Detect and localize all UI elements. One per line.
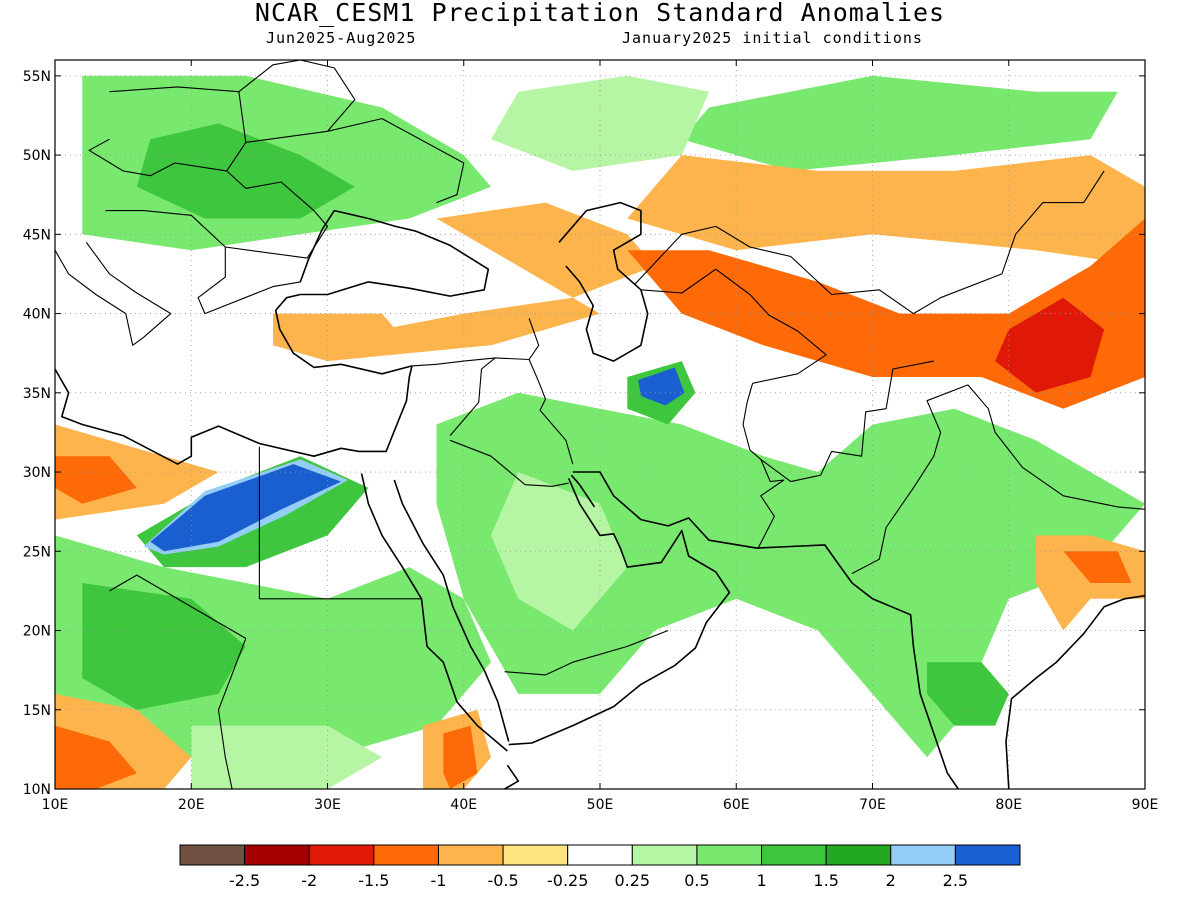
lon-tick-label: 50E bbox=[587, 797, 614, 813]
map-outlines bbox=[55, 60, 1145, 789]
coastline-mediterranean-south bbox=[55, 365, 413, 465]
border-libya-chad bbox=[109, 574, 247, 639]
lat-tick-label: 50N bbox=[23, 148, 51, 164]
colorbar-swatch bbox=[890, 844, 956, 866]
colorbar-swatch bbox=[244, 844, 310, 866]
border-turkey-syria bbox=[411, 357, 530, 367]
coastline-red-sea-africa bbox=[360, 473, 508, 752]
border-iran-afghan-pak bbox=[742, 383, 785, 549]
lat-tick-label: 45N bbox=[23, 227, 51, 243]
coastline-black-sea bbox=[299, 209, 490, 297]
anomaly-region bbox=[136, 123, 355, 219]
lon-tick-label: 40E bbox=[450, 797, 477, 813]
coastline-caspian-sea bbox=[558, 201, 649, 362]
lon-tick-label: 90E bbox=[1132, 797, 1159, 813]
coastline-gulf-iran bbox=[572, 471, 959, 789]
coastline-anatolia-south bbox=[274, 293, 413, 375]
border-ukraine-russia bbox=[245, 118, 465, 204]
colorbar-label: 2 bbox=[886, 871, 896, 890]
border-chad-sudan bbox=[217, 638, 247, 789]
lon-tick-label: 20E bbox=[178, 797, 205, 813]
lon-tick-label: 30E bbox=[314, 797, 341, 813]
colorbar-swatch bbox=[502, 844, 569, 866]
anomaly-region bbox=[681, 75, 1118, 171]
anomaly-region bbox=[927, 662, 1009, 726]
anomaly-region bbox=[191, 725, 382, 789]
colorbar-swatch bbox=[954, 844, 1021, 866]
border-europe-1 bbox=[88, 86, 247, 177]
border-italy bbox=[55, 241, 172, 346]
lat-tick-label: 15N bbox=[23, 703, 51, 719]
border-europe-2 bbox=[105, 170, 329, 259]
lon-tick-label: 80E bbox=[995, 797, 1022, 813]
colorbar-label: -1.5 bbox=[358, 871, 389, 890]
lat-tick-label: 55N bbox=[23, 69, 51, 85]
lat-tick-label: 40N bbox=[23, 307, 51, 323]
colorbar-swatch bbox=[696, 844, 763, 866]
anomaly-region bbox=[55, 725, 137, 789]
period-label: Jun2025-Aug2025 bbox=[266, 29, 417, 47]
lat-tick-label: 10N bbox=[23, 782, 51, 798]
colorbar-swatch bbox=[825, 844, 892, 866]
colorbar-swatch bbox=[567, 844, 633, 866]
colorbar-label: 1 bbox=[756, 871, 766, 890]
border-balkans bbox=[197, 247, 309, 315]
border-saudi-yemen bbox=[504, 629, 669, 676]
colorbar-label: -0.5 bbox=[487, 871, 518, 890]
border-saudi-iraq bbox=[449, 439, 569, 487]
lat-tick-label: 20N bbox=[23, 624, 51, 640]
colorbar-swatch bbox=[179, 844, 246, 866]
anomaly-region bbox=[443, 725, 478, 789]
colorbar: -2.5 -2 -1.5 -1 -0.5 -0.25 0.25 0.5 1 1.5 2 2.5 bbox=[179, 844, 1021, 890]
colorbar-label: 0.25 bbox=[614, 871, 650, 890]
anomaly-region bbox=[273, 313, 410, 362]
border-india-pak-china bbox=[851, 384, 1145, 574]
border-afghan-pak bbox=[760, 360, 934, 483]
chart-title: NCAR_CESM1 Precipitation Standard Anomal… bbox=[254, 0, 946, 27]
coastline-red-sea-arabia bbox=[393, 479, 510, 742]
colorbar-swatch bbox=[308, 844, 375, 866]
border-iraq-syria bbox=[449, 357, 496, 436]
colorbar-swatch bbox=[761, 844, 827, 866]
anomaly-region bbox=[300, 202, 655, 362]
colorbar-label: 1.5 bbox=[813, 871, 838, 890]
coastline-arabia-south bbox=[508, 478, 731, 746]
lat-tick-label: 35N bbox=[23, 386, 51, 402]
border-turkmen-uzbek bbox=[640, 268, 827, 384]
anomaly-region bbox=[55, 456, 137, 504]
coastline-persian-gulf-west bbox=[570, 474, 596, 508]
colorbar-label: 0.5 bbox=[684, 871, 709, 890]
colorbar-label: -0.25 bbox=[547, 871, 588, 890]
anomaly-region bbox=[491, 75, 709, 171]
border-iran-iraq bbox=[528, 318, 574, 465]
lat-tick-label: 30N bbox=[23, 465, 51, 481]
anomaly-region bbox=[1063, 551, 1132, 583]
lat-tick-label: 25N bbox=[23, 544, 51, 560]
coastline-india-east bbox=[1005, 594, 1145, 789]
colorbar-swatch bbox=[631, 844, 698, 866]
lon-tick-label: 10E bbox=[42, 797, 69, 813]
anomaly-region bbox=[627, 155, 1145, 266]
anomaly-region bbox=[638, 367, 685, 406]
lon-tick-label: 70E bbox=[859, 797, 886, 813]
colorbar-swatch bbox=[373, 844, 439, 866]
colorbar-label: -2.5 bbox=[229, 871, 260, 890]
anomaly-fields bbox=[55, 75, 1145, 789]
anomaly-region bbox=[995, 297, 1105, 393]
colorbar-swatch bbox=[437, 844, 504, 866]
border-kazakhstan-south bbox=[633, 170, 1105, 315]
coastline-horn bbox=[504, 764, 520, 789]
anomaly-region bbox=[150, 464, 342, 552]
border-belarus bbox=[238, 60, 356, 132]
colorbar-label: -1 bbox=[430, 871, 446, 890]
anomaly-region bbox=[491, 472, 628, 631]
init-conditions-label: January2025 initial conditions bbox=[622, 29, 923, 47]
colorbar-label: 2.5 bbox=[943, 871, 968, 890]
colorbar-label: -2 bbox=[301, 871, 317, 890]
lon-tick-label: 60E bbox=[723, 797, 750, 813]
